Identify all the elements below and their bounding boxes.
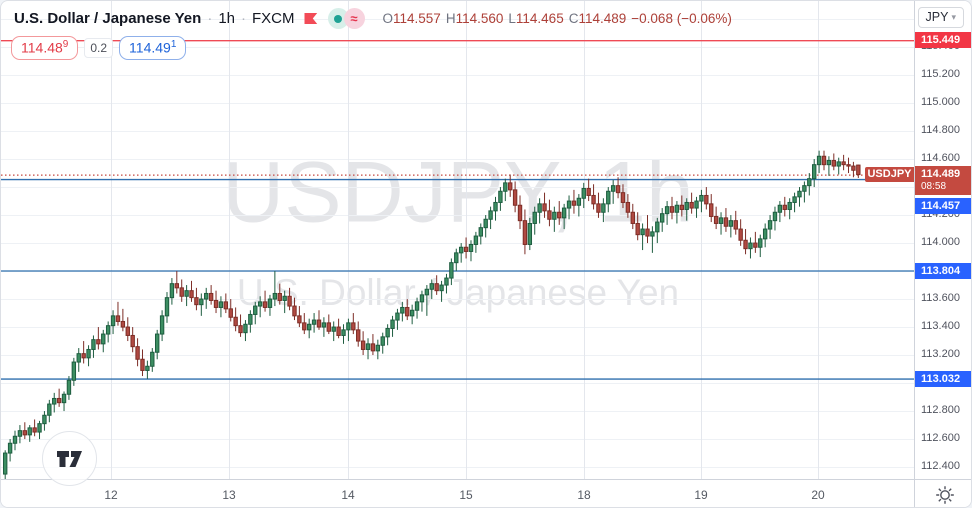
close-label: C — [568, 11, 579, 26]
tradingview-logo[interactable] — [42, 431, 97, 486]
buy-price-button[interactable]: 114.491 — [119, 36, 187, 60]
candlestick-chart[interactable] — [1, 1, 914, 479]
price-axis-label: 113.400 — [921, 320, 960, 333]
spread-value: 0.2 — [84, 37, 114, 58]
low-label: L — [508, 11, 516, 26]
time-axis[interactable]: 12 13 14 15 18 19 20 — [1, 479, 914, 507]
symbol-title[interactable]: U.S. Dollar / Japanese Yen — [14, 10, 202, 27]
chart-header: U.S. Dollar / Japanese Yen · 1h · FXCM ≈… — [14, 8, 732, 29]
price-axis-label: 112.800 — [921, 404, 960, 417]
price-badge-113.804: 113.804 — [915, 262, 971, 279]
time-axis-label: 19 — [694, 488, 708, 502]
price-badge-115.449: 115.449 — [915, 32, 971, 49]
price-axis-label: 114.000 — [921, 236, 960, 249]
chart-pane[interactable]: USDJPY, 1h U.S. Dollar / Japanese Yen US… — [1, 1, 914, 479]
trade-panel: 114.489 0.2 114.491 — [11, 36, 187, 60]
interval-button[interactable]: 1h — [218, 10, 235, 27]
price-axis[interactable]: 112.400112.600112.800113.000113.200113.4… — [914, 1, 971, 479]
low-value: 114.465 — [515, 11, 564, 26]
flag-icon[interactable] — [304, 12, 318, 25]
market-status-pill[interactable]: ≈ — [327, 8, 365, 29]
separator-dot: · — [207, 10, 213, 27]
open-label: O — [382, 11, 394, 26]
price-axis-label: 113.600 — [921, 292, 960, 305]
ohlc-readout: O114.557 H114.560 L114.465 C114.489 −0.0… — [383, 11, 732, 26]
market-open-icon[interactable] — [327, 8, 349, 29]
time-axis-label: 14 — [341, 488, 355, 502]
separator-dot: · — [241, 10, 246, 27]
price-badge-114.489: 114.489 08:58 — [915, 165, 971, 195]
price-axis-label: 115.000 — [921, 96, 960, 109]
gear-icon[interactable] — [934, 484, 956, 506]
price-axis-label: 113.200 — [921, 348, 960, 361]
delayed-data-icon[interactable]: ≈ — [343, 8, 365, 29]
time-axis-label: 20 — [811, 488, 825, 502]
close-value: 114.489 — [578, 11, 627, 26]
price-axis-label: 112.600 — [921, 432, 960, 445]
sell-price-button[interactable]: 114.489 — [11, 36, 79, 60]
change-value: −0.068 (−0.06%) — [631, 11, 732, 26]
series-symbol-chip: USDJPY — [865, 167, 914, 183]
high-label: H — [445, 11, 456, 26]
open-value: 114.557 — [393, 11, 441, 26]
time-axis-label: 13 — [222, 488, 236, 502]
price-badge-113.032: 113.032 — [915, 370, 971, 387]
axis-settings-corner[interactable] — [914, 479, 971, 507]
price-axis-label: 115.200 — [921, 68, 960, 81]
chevron-down-icon: ▾ — [951, 11, 956, 22]
price-axis-label: 114.600 — [921, 152, 960, 165]
time-axis-label: 18 — [577, 488, 591, 502]
exchange-label[interactable]: FXCM — [252, 10, 295, 27]
price-axis-label: 112.400 — [921, 460, 960, 473]
price-badge-114.457: 114.457 — [915, 198, 971, 214]
time-axis-label: 15 — [459, 488, 473, 502]
currency-label: JPY — [925, 10, 949, 24]
price-axis-label: 114.800 — [921, 124, 960, 137]
currency-dropdown[interactable]: JPY ▾ — [917, 7, 964, 28]
time-axis-label: 12 — [104, 488, 118, 502]
tradingview-logo-icon — [56, 450, 82, 467]
high-value: 114.560 — [455, 11, 504, 26]
